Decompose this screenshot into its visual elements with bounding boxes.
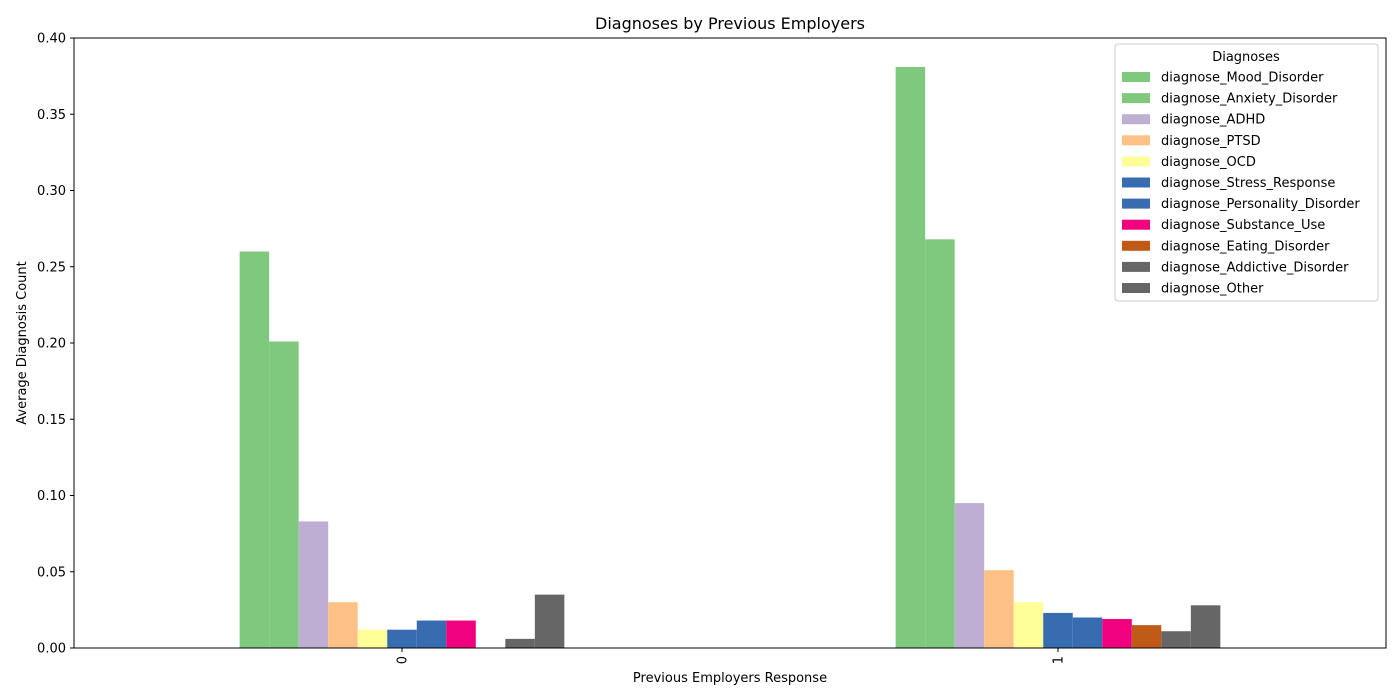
legend-entry-label: diagnose_Personality_Disorder [1161, 197, 1360, 212]
bar-diagnose_Addictive_Disorder-0 [505, 638, 535, 648]
legend-swatch [1122, 240, 1150, 251]
y-tick-label: 0.30 [37, 184, 66, 199]
legend-swatch [1122, 198, 1150, 209]
bar-diagnose_Substance_Use-0 [446, 620, 476, 648]
bar-diagnose_ADHD-1 [954, 503, 985, 649]
legend-swatch [1122, 177, 1150, 188]
y-tick-label: 0.35 [37, 108, 66, 123]
bar-diagnose_Other-0 [534, 594, 565, 649]
bar-diagnose_Stress_Response-0 [387, 629, 417, 648]
legend-entry-label: diagnose_OCD [1161, 155, 1256, 170]
legend-swatch [1122, 72, 1150, 82]
y-axis: 0.00 0.05 0.10 0.15 0.20 0.25 0.30 0.35 0.40 [37, 32, 74, 657]
bar-diagnose_Anxiety_Disorder-0 [269, 341, 299, 648]
y-tick-label: 0.25 [37, 260, 66, 275]
legend: Diagnoses diagnose_Mood_Disorder diagnose… [1114, 43, 1379, 302]
legend-swatch [1122, 219, 1150, 230]
bar-diagnose_Other-1 [1190, 605, 1221, 648]
legend-frame [1114, 43, 1379, 302]
bar-diagnose_Mood_Disorder-1 [895, 66, 926, 649]
x-axis-label: Previous Employers Response [633, 671, 827, 686]
bar-diagnose_OCD-0 [357, 629, 388, 648]
bar-diagnose_Stress_Response-1 [1043, 612, 1073, 648]
y-tick-label: 0.00 [37, 642, 66, 657]
bar-diagnose_Eating_Disorder-1 [1131, 625, 1162, 649]
legend-entry-label: diagnose_Other [1161, 282, 1264, 297]
legend-entry-label: diagnose_ADHD [1161, 113, 1265, 128]
bar-diagnose_PTSD-1 [984, 570, 1014, 648]
y-tick-label: 0.10 [37, 489, 66, 504]
legend-entry-label: diagnose_Anxiety_Disorder [1161, 92, 1338, 107]
x-tick-label: 0 [396, 656, 411, 664]
y-tick-label: 0.20 [37, 337, 66, 352]
legend-entry-label: diagnose_PTSD [1161, 134, 1261, 149]
legend-swatch [1122, 261, 1150, 272]
legend-swatch [1122, 114, 1150, 125]
chart-title: Diagnoses by Previous Employers [595, 14, 865, 33]
bar-diagnose_ADHD-0 [298, 521, 329, 648]
legend-swatch [1122, 283, 1150, 293]
legend-swatch [1122, 135, 1150, 146]
bar-diagnose_PTSD-0 [328, 602, 358, 648]
legend-swatch [1122, 93, 1150, 104]
bar-diagnose_OCD-1 [1013, 602, 1044, 648]
legend-title: Diagnoses [1212, 50, 1280, 65]
bar-diagnose_Anxiety_Disorder-1 [925, 239, 955, 649]
legend-entry-label: diagnose_Mood_Disorder [1161, 71, 1324, 86]
bars-group [239, 66, 1221, 649]
x-tick-label: 1 [1052, 656, 1067, 664]
legend-entry-label: diagnose_Eating_Disorder [1161, 239, 1330, 254]
bar-diagnose_Personality_Disorder-0 [416, 620, 447, 648]
bar-diagnose_Addictive_Disorder-1 [1161, 631, 1191, 648]
y-tick-label: 0.15 [37, 413, 66, 428]
y-axis-label: Average Diagnosis Count [15, 261, 30, 424]
legend-entry-label: diagnose_Addictive_Disorder [1161, 260, 1349, 275]
legend-swatch [1122, 156, 1150, 167]
legend-entry-label: diagnose_Stress_Response [1161, 176, 1335, 191]
bar-diagnose_Substance_Use-1 [1102, 619, 1132, 648]
legend-entry-label: diagnose_Substance_Use [1161, 218, 1325, 233]
bar-diagnose_Personality_Disorder-1 [1072, 617, 1103, 648]
y-tick-label: 0.05 [37, 565, 66, 580]
y-tick-label: 0.40 [37, 32, 66, 47]
bar-diagnose_Mood_Disorder-0 [239, 251, 270, 648]
